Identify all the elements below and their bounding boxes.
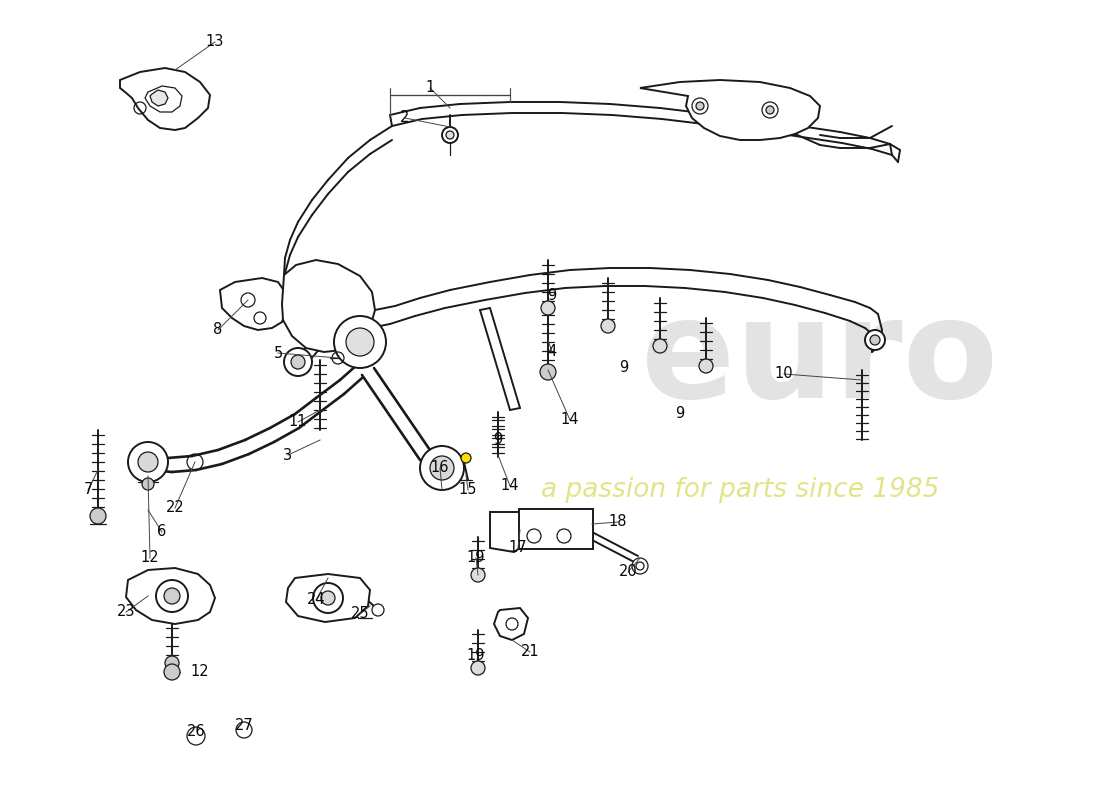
Text: 26: 26 (187, 725, 206, 739)
Text: 2: 2 (400, 110, 409, 126)
Text: 1: 1 (426, 81, 434, 95)
Polygon shape (494, 608, 528, 640)
Text: euro: euro (641, 293, 999, 427)
Text: 10: 10 (774, 366, 793, 382)
Circle shape (766, 106, 774, 114)
Text: 15: 15 (459, 482, 477, 498)
Text: 5: 5 (274, 346, 283, 361)
Text: 4: 4 (548, 345, 557, 359)
Text: 14: 14 (561, 413, 580, 427)
Text: 6: 6 (157, 525, 166, 539)
Text: 23: 23 (117, 605, 135, 619)
Circle shape (314, 583, 343, 613)
Text: 20: 20 (618, 565, 637, 579)
Text: 12: 12 (141, 550, 160, 566)
Circle shape (164, 588, 180, 604)
Text: 12: 12 (190, 665, 209, 679)
Polygon shape (282, 260, 375, 352)
Text: 21: 21 (520, 645, 539, 659)
Text: 9: 9 (619, 361, 628, 375)
Text: 24: 24 (307, 593, 326, 607)
Polygon shape (126, 568, 214, 624)
Circle shape (165, 656, 179, 670)
Circle shape (653, 339, 667, 353)
Text: 18: 18 (608, 514, 627, 530)
Text: a passion for parts since 1985: a passion for parts since 1985 (541, 477, 939, 503)
Circle shape (698, 359, 713, 373)
Circle shape (632, 558, 648, 574)
Circle shape (372, 604, 384, 616)
Circle shape (236, 722, 252, 738)
Circle shape (164, 664, 180, 680)
Circle shape (128, 442, 168, 482)
Circle shape (420, 446, 464, 490)
Text: 11: 11 (288, 414, 307, 430)
Circle shape (471, 568, 485, 582)
Text: 22: 22 (166, 501, 185, 515)
Circle shape (292, 355, 305, 369)
Text: 16: 16 (431, 461, 449, 475)
Circle shape (334, 316, 386, 368)
Circle shape (156, 580, 188, 612)
Text: 8: 8 (213, 322, 222, 338)
Circle shape (430, 456, 454, 480)
FancyBboxPatch shape (519, 509, 593, 549)
Polygon shape (150, 90, 168, 106)
Circle shape (187, 727, 205, 745)
Circle shape (346, 328, 374, 356)
Circle shape (540, 364, 556, 380)
Text: 9: 9 (675, 406, 684, 422)
Circle shape (541, 301, 556, 315)
Polygon shape (286, 574, 370, 622)
Circle shape (870, 335, 880, 345)
Text: 7: 7 (84, 482, 92, 498)
Circle shape (321, 591, 336, 605)
Polygon shape (145, 86, 182, 112)
Circle shape (90, 508, 106, 524)
Circle shape (865, 330, 886, 350)
Circle shape (442, 127, 458, 143)
Circle shape (471, 661, 485, 675)
Polygon shape (640, 80, 820, 140)
Polygon shape (120, 68, 210, 130)
Text: 14: 14 (500, 478, 519, 494)
Text: 19: 19 (466, 550, 485, 566)
Circle shape (284, 348, 312, 376)
Circle shape (138, 452, 158, 472)
Polygon shape (220, 278, 286, 330)
Text: 3: 3 (284, 447, 293, 462)
Text: 9: 9 (548, 287, 557, 302)
Circle shape (142, 478, 154, 490)
Circle shape (601, 319, 615, 333)
Polygon shape (490, 512, 520, 552)
Text: 13: 13 (206, 34, 224, 50)
Text: 25: 25 (351, 606, 370, 622)
Circle shape (446, 131, 454, 139)
Circle shape (461, 453, 471, 463)
Text: 17: 17 (508, 541, 527, 555)
Circle shape (696, 102, 704, 110)
Text: 27: 27 (234, 718, 253, 734)
Text: 19: 19 (466, 649, 485, 663)
Text: 9: 9 (494, 433, 503, 447)
